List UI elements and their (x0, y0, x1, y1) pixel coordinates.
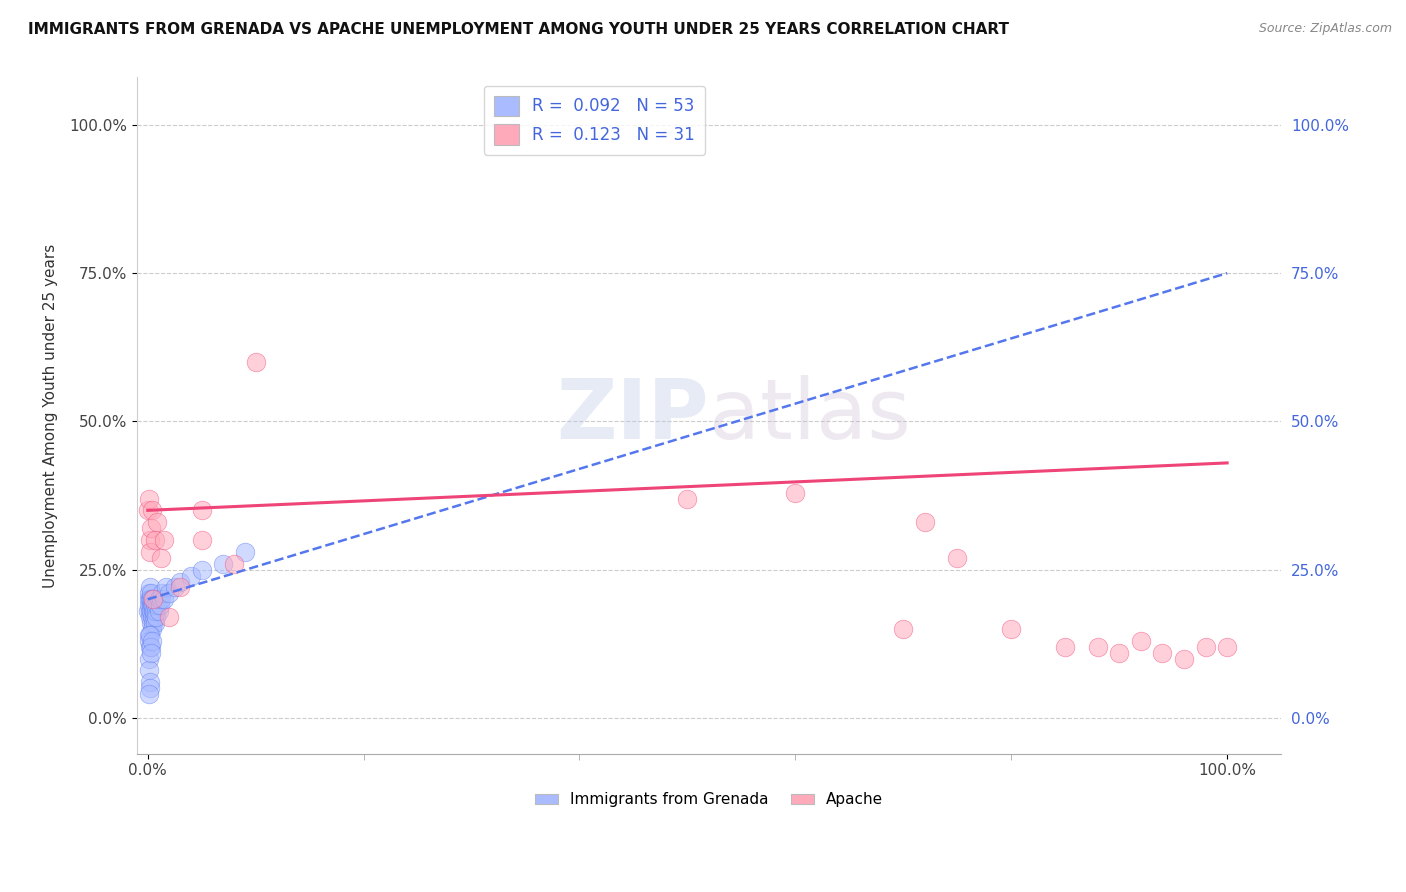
Y-axis label: Unemployment Among Youth under 25 years: Unemployment Among Youth under 25 years (44, 244, 58, 588)
Point (143, 604, 166, 618)
Point (180, 568, 202, 582)
Point (136, 604, 159, 618)
Point (212, 557, 235, 571)
Text: IMMIGRANTS FROM GRENADA VS APACHE UNEMPLOYMENT AMONG YOUTH UNDER 25 YEARS CORREL: IMMIGRANTS FROM GRENADA VS APACHE UNEMPL… (28, 22, 1010, 37)
Point (138, 628, 160, 642)
Point (143, 533, 166, 547)
Point (676, 491, 699, 506)
Point (138, 664, 160, 678)
Point (139, 592, 162, 607)
Point (1173, 651, 1195, 665)
Point (163, 581, 186, 595)
Point (245, 355, 267, 369)
Point (143, 599, 166, 613)
Point (1216, 640, 1239, 654)
Text: Source: ZipAtlas.com: Source: ZipAtlas.com (1258, 22, 1392, 36)
Point (190, 503, 212, 517)
Point (150, 586, 173, 600)
Point (157, 586, 180, 600)
Point (157, 610, 180, 624)
Point (139, 640, 162, 654)
Point (139, 681, 162, 696)
Point (141, 610, 163, 624)
Point (142, 599, 165, 613)
Point (139, 599, 162, 613)
Point (1129, 633, 1152, 648)
Point (139, 640, 162, 654)
Point (139, 592, 162, 607)
Point (1194, 640, 1216, 654)
Point (139, 581, 162, 595)
Point (145, 604, 167, 618)
Point (169, 574, 191, 589)
Point (149, 592, 172, 607)
Point (1000, 622, 1022, 636)
Point (139, 615, 162, 630)
Point (155, 581, 177, 595)
Point (149, 550, 172, 565)
Point (914, 515, 936, 529)
Point (139, 521, 162, 535)
Point (138, 651, 160, 665)
Point (138, 491, 160, 506)
Point (233, 545, 256, 559)
Point (139, 586, 162, 600)
Point (946, 550, 969, 565)
Point (141, 599, 163, 613)
Point (141, 503, 163, 517)
Point (149, 599, 172, 613)
Point (153, 533, 176, 547)
Point (190, 533, 212, 547)
Point (1087, 640, 1109, 654)
Point (1054, 640, 1077, 654)
Point (153, 592, 176, 607)
Text: atlas: atlas (709, 375, 911, 456)
Point (136, 503, 159, 517)
Point (139, 646, 162, 660)
Point (138, 586, 160, 600)
Point (146, 515, 169, 529)
Point (138, 633, 160, 648)
Point (141, 592, 163, 607)
Point (142, 604, 165, 618)
Point (139, 675, 162, 690)
Point (139, 545, 162, 559)
Point (139, 610, 162, 624)
Point (1108, 646, 1130, 660)
Point (143, 615, 166, 630)
Point (141, 633, 163, 648)
Point (222, 557, 245, 571)
Legend: Immigrants from Grenada, Apache: Immigrants from Grenada, Apache (529, 786, 890, 814)
Text: ZIP: ZIP (557, 375, 709, 456)
Point (138, 687, 160, 701)
Point (148, 604, 170, 618)
Point (148, 592, 170, 607)
Point (891, 622, 914, 636)
Point (169, 581, 191, 595)
Point (138, 592, 160, 607)
Point (141, 622, 163, 636)
Point (139, 604, 162, 618)
Point (146, 599, 169, 613)
Point (142, 615, 165, 630)
Point (785, 485, 807, 500)
Point (190, 563, 212, 577)
Point (139, 604, 162, 618)
Point (139, 628, 162, 642)
Point (143, 610, 166, 624)
Point (142, 592, 165, 607)
Point (1152, 646, 1174, 660)
Point (139, 533, 162, 547)
Point (145, 610, 167, 624)
Point (138, 599, 160, 613)
